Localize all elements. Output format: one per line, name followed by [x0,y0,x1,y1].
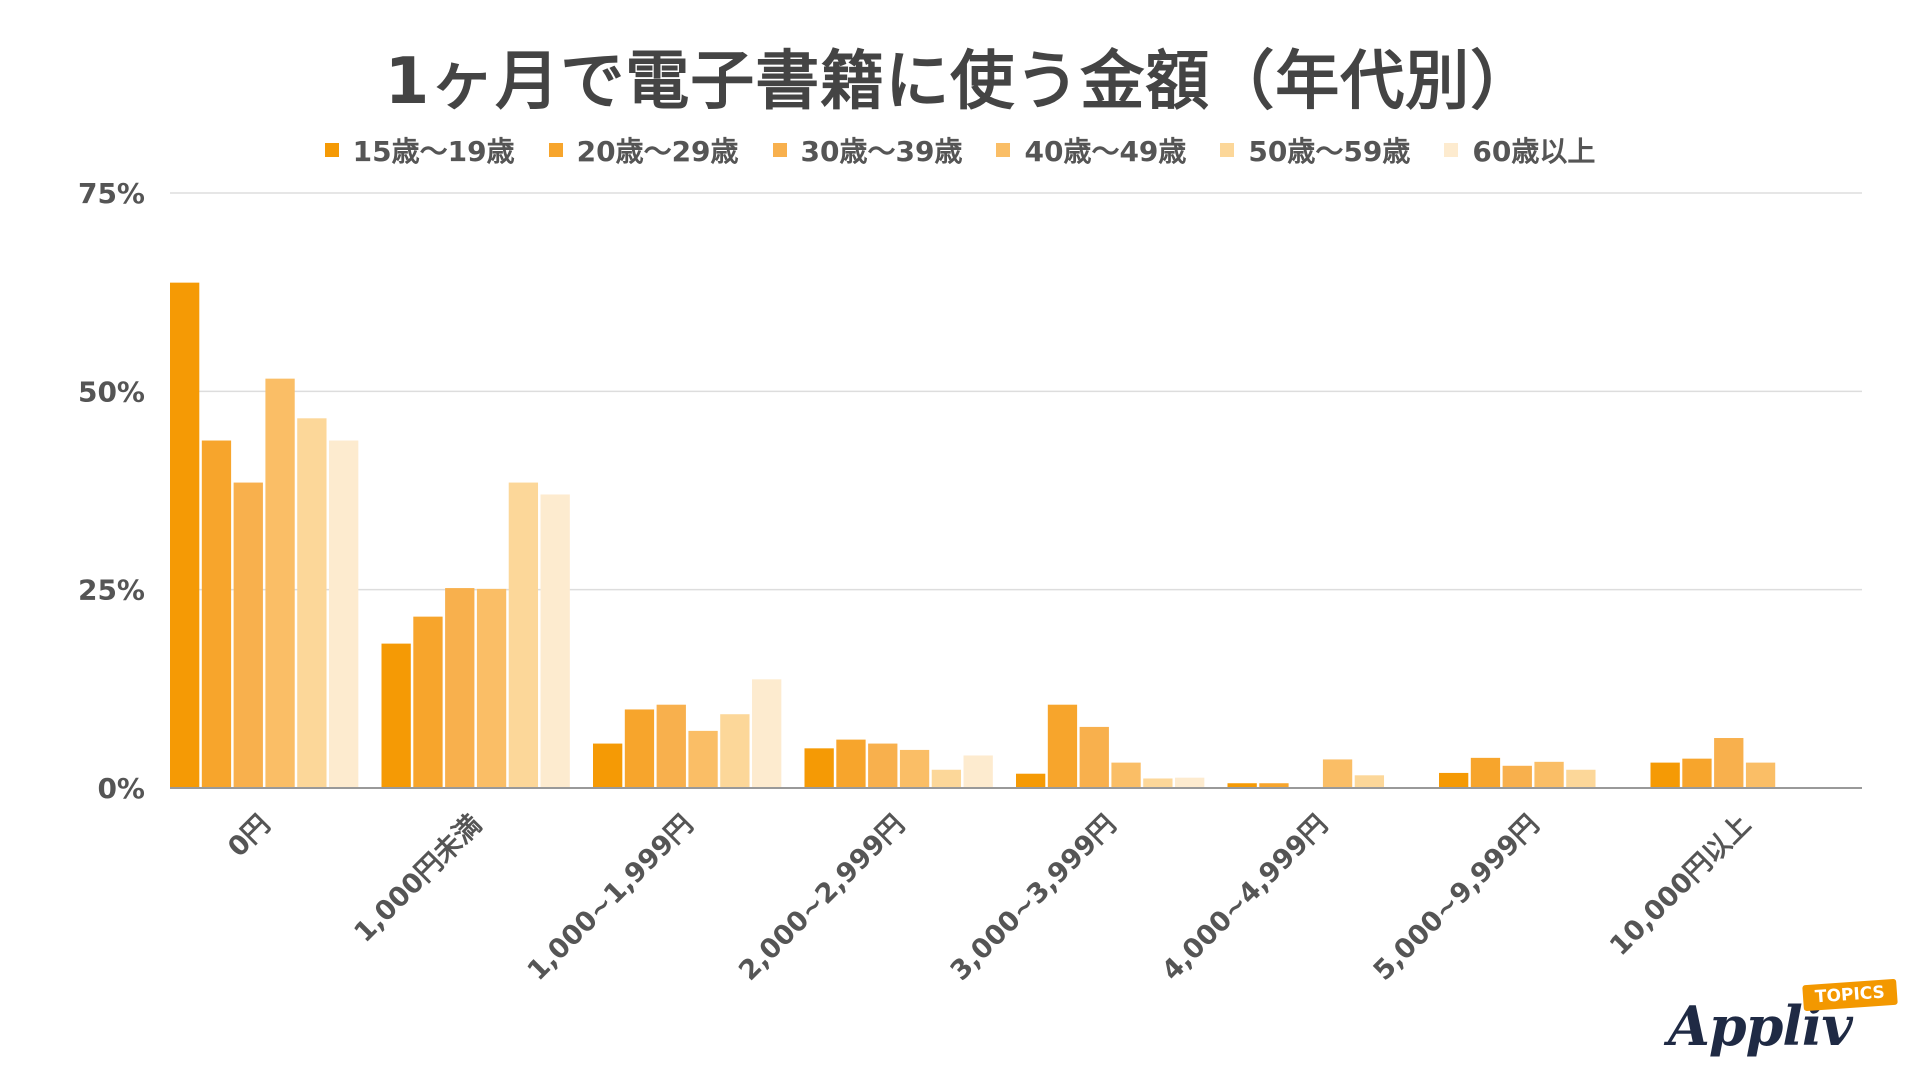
y-tick-label: 50% [78,375,145,408]
bar [1175,777,1205,788]
chart-title: 1ヶ月で電子書籍に使う金額（年代別） [384,45,1536,119]
bar [1227,783,1257,788]
bar [1143,778,1173,788]
bar [1047,704,1078,788]
legend-label: 15歳〜19歳 [352,135,515,168]
x-category-label: 1,000円未満 [348,809,488,949]
legend-swatch [324,143,339,157]
bar [593,743,623,788]
legend-label: 30歳〜39歳 [800,135,963,168]
legend-label: 60歳以上 [1472,135,1596,168]
bar [1111,762,1141,788]
legend-item: 15歳〜19歳 [324,130,515,170]
bar [1470,757,1501,788]
bar [508,482,539,788]
y-tick-label: 25% [78,574,145,607]
bar [170,282,200,788]
legend-item: 30歳〜39歳 [772,130,963,170]
appliv-logo: Appliv TOPICS [1668,978,1898,1062]
bar [1322,759,1353,788]
bar [931,769,962,788]
x-category-label: 2,000~2,999円 [733,809,911,987]
x-category-label: 3,000~3,999円 [945,809,1123,987]
bars [170,282,1776,788]
grid-lines [170,192,1862,591]
bar [1534,761,1564,788]
x-category-label: 10,000円以上 [1604,809,1757,962]
bar [868,743,898,788]
x-category-label: 0円 [222,809,276,863]
bar [752,679,782,788]
legend-swatch [548,143,563,157]
bar [201,440,232,788]
bar [836,739,866,788]
legend-label: 50歳〜59歳 [1248,135,1411,168]
x-category-label: 1,000~1,999円 [522,809,700,987]
bar [1439,772,1469,788]
bar [1745,762,1776,788]
bar [1016,773,1046,788]
bar [963,755,993,788]
x-category-label: 5,000~9,999円 [1368,809,1546,987]
bar [445,588,475,788]
bar [297,418,327,788]
bar [1650,762,1680,788]
bar [381,643,411,788]
legend-item: 60歳以上 [1444,130,1595,170]
legend-item: 50歳〜59歳 [1220,130,1410,170]
bar [1079,726,1109,788]
bar [624,709,655,788]
bar [1259,783,1289,788]
legend-swatch [772,143,787,157]
legend-swatch [1444,143,1459,157]
bar [1502,765,1532,788]
bar [688,730,718,788]
bar [656,704,686,788]
y-tick-label: 75% [78,177,145,210]
bar [899,749,930,788]
y-tick-label: 0% [97,772,145,805]
legend-swatch [1220,143,1235,157]
legend-item: 40歳〜49歳 [996,130,1186,170]
bar [265,378,295,788]
bar [233,482,263,788]
legend: 15歳〜19歳 20歳〜29歳 30歳〜39歳 40歳〜49歳 50歳〜59歳 60歳以上 [0,130,1920,170]
bar [720,714,750,788]
legend-label: 40歳〜49歳 [1024,135,1187,168]
bar [413,616,443,788]
legend-item: 20歳〜29歳 [548,130,739,170]
bar [1566,769,1596,788]
bar [329,440,359,788]
x-category-label: 4,000~4,999円 [1156,809,1334,987]
bar [540,494,570,788]
bar [1714,738,1744,788]
bar [804,748,834,788]
logo-topics-tag: TOPICS [1802,978,1898,1012]
legend-label: 20歳〜29歳 [576,135,739,168]
bar [1354,775,1385,788]
bar [1682,758,1712,788]
legend-swatch [996,143,1011,157]
bar [476,588,507,788]
